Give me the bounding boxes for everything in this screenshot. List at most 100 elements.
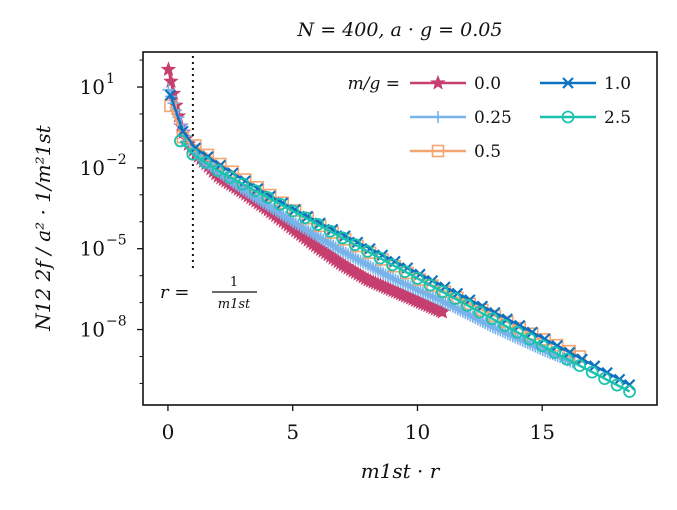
data-point bbox=[223, 170, 237, 184]
annotation-denominator: m1st bbox=[218, 297, 251, 312]
data-point bbox=[189, 142, 202, 154]
x-tick-label: 5 bbox=[286, 420, 299, 444]
data-point bbox=[324, 238, 337, 251]
data-point bbox=[292, 219, 305, 232]
data-point bbox=[334, 244, 347, 257]
data-point bbox=[312, 230, 325, 243]
y-tick-exponent: −2 bbox=[106, 152, 127, 168]
data-point bbox=[359, 257, 372, 270]
y-tick-label: 10 bbox=[80, 318, 105, 342]
y-tick-exponent: −5 bbox=[106, 233, 127, 249]
data-point bbox=[298, 211, 312, 225]
data-point bbox=[211, 164, 225, 177]
data-point bbox=[311, 218, 325, 231]
data-point bbox=[344, 249, 357, 262]
data-point bbox=[399, 278, 412, 291]
data-point bbox=[357, 256, 370, 269]
data-point bbox=[337, 245, 350, 258]
data-point bbox=[486, 321, 499, 334]
legend-entry: 0.25 bbox=[410, 108, 512, 128]
data-point bbox=[327, 239, 340, 252]
data-point bbox=[561, 110, 575, 124]
data-point bbox=[510, 325, 524, 339]
data-point bbox=[535, 339, 549, 353]
data-point bbox=[423, 278, 437, 292]
data-point bbox=[394, 276, 407, 289]
data-point bbox=[431, 144, 445, 158]
legend-entry: 1.0 bbox=[540, 74, 631, 94]
data-point bbox=[373, 251, 387, 265]
data-point bbox=[323, 224, 337, 238]
data-point bbox=[573, 359, 587, 373]
legend-title: m/g = bbox=[348, 74, 400, 94]
data-point bbox=[273, 197, 287, 211]
data-point bbox=[585, 365, 599, 379]
data-point bbox=[352, 253, 365, 266]
data-point bbox=[329, 241, 342, 254]
chart-title: N = 400, a · g = 0.05 bbox=[297, 19, 503, 41]
data-point bbox=[513, 319, 526, 332]
annotation: r = 1 m1st bbox=[160, 275, 257, 312]
data-point bbox=[307, 227, 320, 240]
data-point bbox=[287, 216, 300, 229]
data-point bbox=[382, 269, 395, 282]
data-point bbox=[548, 346, 562, 359]
data-point bbox=[160, 61, 177, 77]
data-point bbox=[214, 157, 227, 171]
legend-entry: 0.5 bbox=[410, 142, 501, 162]
data-point bbox=[598, 372, 612, 385]
data-point bbox=[560, 352, 574, 366]
data-point bbox=[299, 223, 312, 236]
data-point bbox=[551, 339, 563, 352]
data-point bbox=[504, 329, 517, 342]
data-point bbox=[401, 279, 414, 292]
data-point bbox=[342, 248, 355, 261]
y-tick-label: 10 bbox=[80, 237, 105, 261]
data-point bbox=[398, 265, 412, 279]
data-point bbox=[526, 326, 539, 339]
legend-label: 2.5 bbox=[604, 108, 631, 128]
data-point bbox=[411, 284, 424, 297]
data-point bbox=[473, 305, 487, 319]
y-tick-label: 10 bbox=[80, 156, 105, 180]
data-point bbox=[523, 332, 537, 346]
data-point bbox=[236, 177, 250, 191]
data-point bbox=[460, 298, 474, 312]
data-point bbox=[177, 125, 189, 138]
legend-entry: 2.5 bbox=[540, 108, 631, 128]
legend: m/g = 0.0 0.25 0.5 1.0 2.5 bbox=[348, 74, 631, 162]
x-tick-label: 10 bbox=[405, 420, 430, 444]
data-point bbox=[347, 251, 360, 264]
plot-frame bbox=[142, 51, 658, 406]
data-point bbox=[389, 273, 402, 286]
legend-entry: 0.0 bbox=[410, 74, 501, 94]
data-point bbox=[319, 235, 332, 248]
data-point bbox=[485, 312, 499, 326]
data-point bbox=[562, 77, 574, 89]
data-point bbox=[623, 385, 636, 398]
data-point bbox=[416, 286, 429, 299]
data-point bbox=[538, 333, 551, 345]
data-point bbox=[362, 259, 375, 272]
data-point bbox=[164, 89, 177, 101]
data-point bbox=[404, 280, 417, 293]
series-2_5 bbox=[174, 134, 636, 398]
data-point bbox=[429, 292, 442, 305]
data-point bbox=[374, 265, 387, 278]
y-tick-exponent: −8 bbox=[106, 314, 127, 330]
data-point bbox=[464, 309, 477, 322]
data-point bbox=[538, 333, 552, 346]
data-point bbox=[377, 267, 390, 280]
data-point bbox=[430, 74, 446, 90]
data-point bbox=[336, 231, 350, 245]
data-point bbox=[304, 226, 317, 239]
data-point bbox=[406, 281, 419, 294]
data-point bbox=[164, 99, 177, 113]
data-point bbox=[451, 303, 464, 316]
data-point bbox=[163, 73, 179, 88]
data-point bbox=[498, 319, 512, 332]
data-point bbox=[317, 233, 330, 246]
data-point bbox=[189, 139, 202, 152]
annotation-text-left: r = bbox=[160, 282, 189, 303]
